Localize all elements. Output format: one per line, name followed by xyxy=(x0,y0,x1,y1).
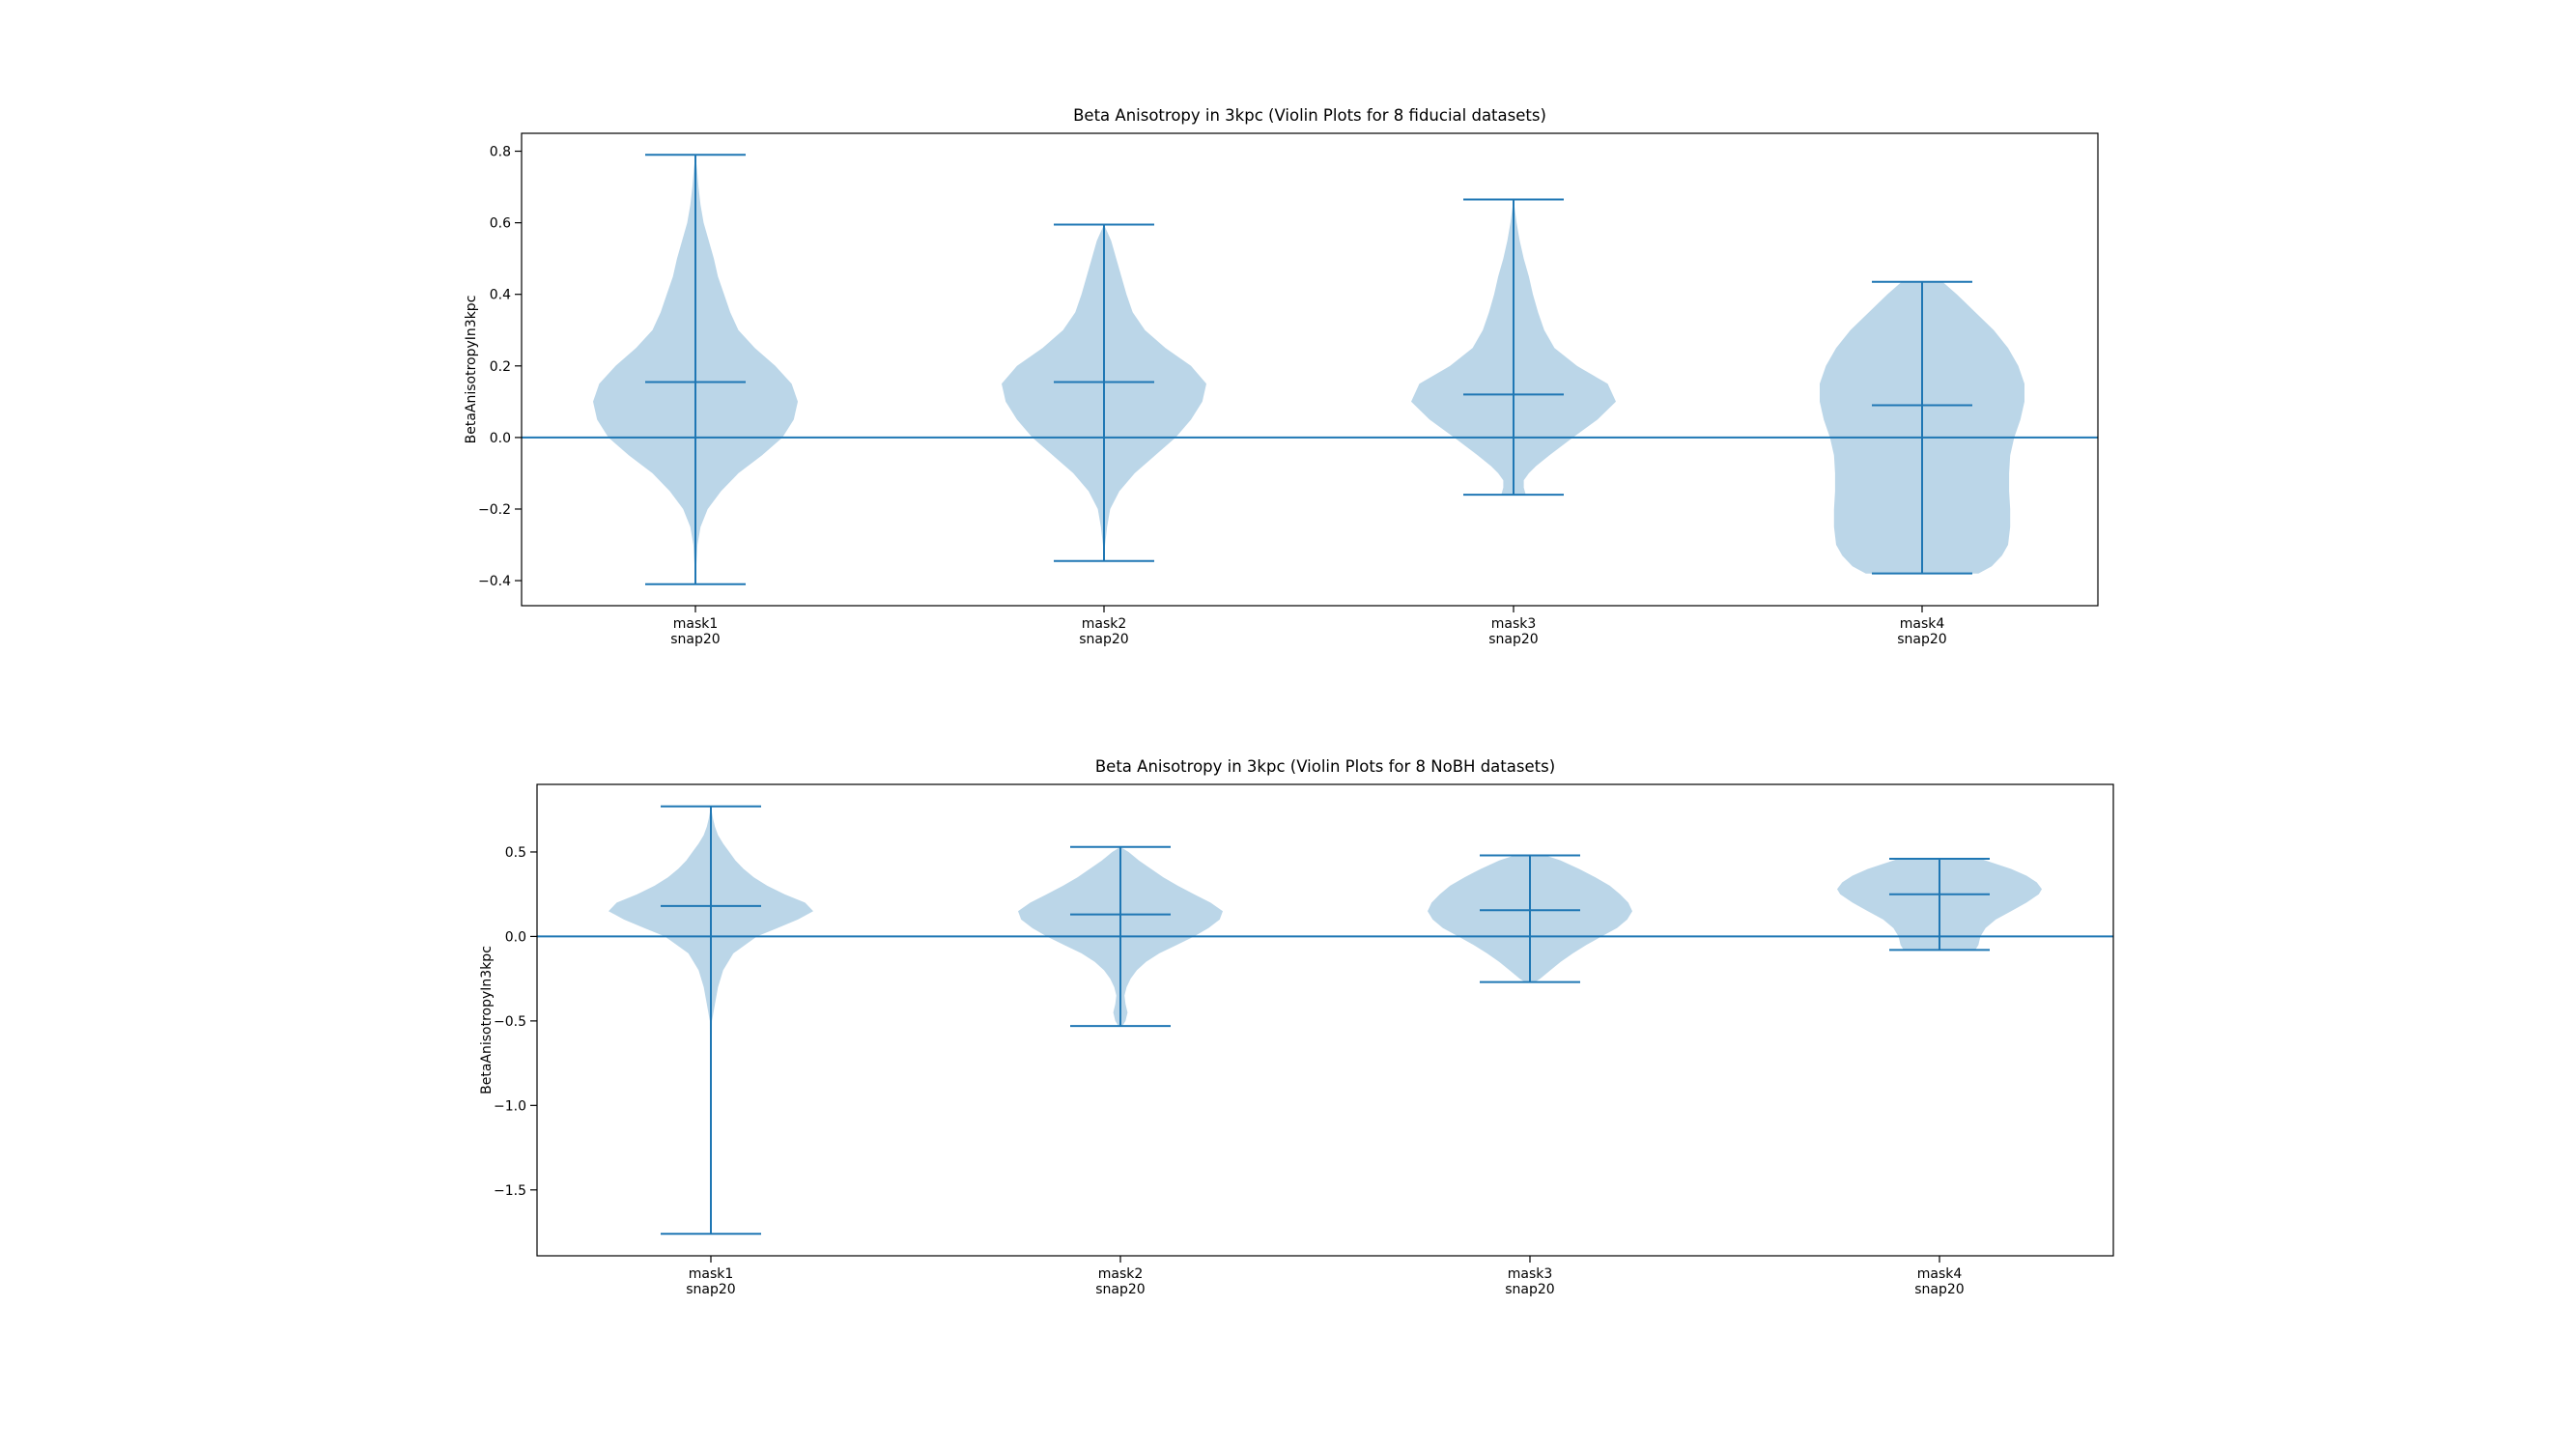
plot-frame xyxy=(521,132,2099,607)
chart-title: Beta Anisotropy in 3kpc (Violin Plots fo… xyxy=(1073,106,1546,125)
x-tick-label-1: mask1 xyxy=(673,616,719,632)
chart-title: Beta Anisotropy in 3kpc (Violin Plots fo… xyxy=(1095,757,1555,776)
x-tick-label-2: mask2 xyxy=(1098,1266,1144,1282)
y-tick-label: −0.5 xyxy=(494,1014,526,1030)
y-tick-label: −0.4 xyxy=(478,574,511,589)
y-tick-label: −1.5 xyxy=(494,1183,526,1199)
x-tick-label-3: snap20 xyxy=(1488,632,1538,647)
y-tick-label: 0.2 xyxy=(490,359,511,375)
x-tick-label-4: mask4 xyxy=(1917,1266,1963,1282)
violin-chart-fiducial: −0.4−0.20.00.20.40.60.8mask1snap20mask2s… xyxy=(464,106,2099,647)
y-tick-label: 0.6 xyxy=(490,216,511,232)
violin-chart-nobh: −1.5−1.0−0.50.00.5mask1snap20mask2snap20… xyxy=(479,757,2114,1297)
x-tick-label-4: snap20 xyxy=(1914,1282,1964,1297)
y-tick-label: 0.8 xyxy=(490,145,511,160)
y-axis-label: BetaAnisotropyIn3kpc xyxy=(479,946,495,1094)
y-tick-label: −1.0 xyxy=(494,1098,526,1114)
y-tick-label: 0.5 xyxy=(505,845,526,861)
x-tick-label-2: snap20 xyxy=(1095,1282,1145,1297)
x-tick-label-1: snap20 xyxy=(670,632,720,647)
plot-frame xyxy=(536,783,2114,1257)
y-axis-label: BetaAnisotropyIn3kpc xyxy=(464,296,479,444)
x-tick-label-3: snap20 xyxy=(1505,1282,1554,1297)
x-tick-label-4: mask4 xyxy=(1900,616,1945,632)
x-tick-label-3: mask3 xyxy=(1491,616,1537,632)
y-tick-label: 0.0 xyxy=(490,431,511,446)
x-tick-label-2: mask2 xyxy=(1082,616,1127,632)
x-tick-label-4: snap20 xyxy=(1897,632,1946,647)
x-tick-label-2: snap20 xyxy=(1079,632,1128,647)
x-tick-label-3: mask3 xyxy=(1508,1266,1553,1282)
y-tick-label: 0.4 xyxy=(490,288,511,303)
x-tick-label-1: mask1 xyxy=(689,1266,734,1282)
x-tick-label-1: snap20 xyxy=(686,1282,735,1297)
y-tick-label: 0.0 xyxy=(505,929,526,945)
y-tick-label: −0.2 xyxy=(478,502,511,518)
